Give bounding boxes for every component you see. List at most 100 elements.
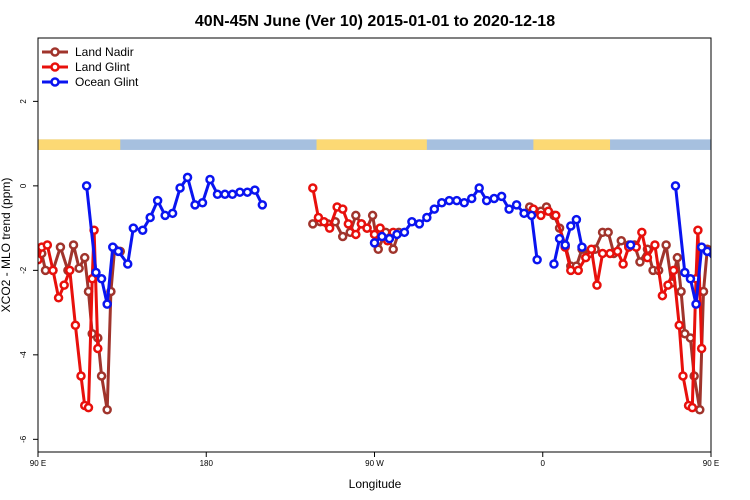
- data-point: [618, 259, 628, 269]
- y-axis-label: XCO2 - MLO trend (ppm): [0, 178, 13, 313]
- x-tick-label: 90 E: [30, 459, 46, 468]
- data-point: [227, 189, 238, 200]
- data-point: [53, 293, 64, 303]
- data-point: [414, 219, 425, 229]
- data-point: [74, 263, 84, 273]
- data-point: [560, 240, 570, 250]
- data-point: [668, 265, 679, 276]
- land-band-segment: [533, 139, 611, 150]
- data-point: [743, 197, 750, 204]
- data-point: [324, 223, 335, 233]
- data-point: [543, 206, 554, 216]
- data-point: [362, 223, 372, 233]
- data-point: [532, 255, 542, 265]
- x-tick-label: 90 W: [365, 459, 384, 468]
- data-point: [536, 210, 546, 221]
- land-band-segment: [316, 139, 427, 150]
- data-point: [719, 225, 726, 232]
- land-band-segment: [38, 139, 121, 150]
- data-point: [70, 320, 81, 331]
- x-axis: 90 E 180 90 W 0 90 E: [30, 452, 719, 468]
- data-point: [496, 191, 507, 202]
- data-point: [175, 183, 185, 193]
- data-point: [650, 240, 660, 250]
- data-point: [678, 371, 688, 381]
- data-point: [337, 204, 348, 214]
- data-point: [212, 189, 223, 200]
- data-point: [55, 242, 66, 252]
- data-point: [674, 320, 684, 331]
- data-point: [59, 280, 69, 290]
- data-point: [182, 172, 193, 183]
- data-point: [76, 371, 86, 381]
- legend-label: Land Glint: [75, 60, 130, 74]
- data-point: [235, 187, 245, 197]
- data-point: [422, 212, 432, 223]
- data-point: [696, 343, 707, 354]
- data-point: [713, 261, 720, 268]
- data-point: [319, 217, 329, 227]
- data-point: [444, 195, 455, 206]
- data-point: [437, 198, 447, 208]
- data-point: [661, 240, 671, 250]
- data-point: [687, 402, 698, 413]
- legend-label: Land Nadir: [75, 45, 134, 59]
- land-band-segment: [711, 139, 750, 150]
- data-point: [736, 214, 743, 221]
- data-point: [308, 183, 318, 193]
- data-point: [459, 198, 469, 208]
- data-point: [603, 227, 613, 238]
- legend-marker: [50, 77, 60, 87]
- data-point: [452, 195, 462, 206]
- data-point: [102, 299, 112, 309]
- data-point: [399, 227, 410, 238]
- data-point: [369, 229, 380, 240]
- data-point: [605, 248, 615, 259]
- data-point: [343, 219, 354, 229]
- data-point: [91, 267, 101, 278]
- x-tick-label: 0: [541, 459, 546, 468]
- data-point: [308, 219, 318, 229]
- data-point: [48, 265, 58, 276]
- data-point: [489, 193, 499, 204]
- data-point: [375, 223, 385, 233]
- data-point: [680, 267, 690, 278]
- legend-label: Ocean Glint: [75, 75, 139, 89]
- data-point: [40, 265, 51, 276]
- x-tick-label: 180: [200, 459, 214, 468]
- data-point: [657, 290, 668, 301]
- data-point: [676, 286, 686, 297]
- data-point: [96, 274, 107, 284]
- data-point: [128, 223, 139, 233]
- data-point: [79, 252, 90, 263]
- data-point: [554, 233, 565, 244]
- data-point: [38, 255, 43, 265]
- data-point: [566, 265, 576, 276]
- y-tick-label: -2: [19, 266, 28, 274]
- series-ocean-glint: [81, 172, 750, 309]
- data-point: [377, 231, 387, 242]
- data-point: [137, 225, 148, 235]
- data-point: [145, 212, 155, 223]
- x-tick-label: 90 E: [703, 459, 719, 468]
- data-point: [407, 217, 417, 227]
- data-point: [580, 252, 591, 263]
- y-tick-label: 0: [19, 183, 28, 188]
- data-point: [573, 265, 584, 276]
- series-line: [674, 185, 711, 306]
- data-point: [519, 208, 529, 219]
- data-point: [351, 210, 361, 221]
- data-point: [642, 252, 653, 263]
- data-point: [81, 181, 92, 191]
- data-point: [242, 187, 253, 197]
- data-point: [577, 242, 587, 252]
- data-point: [597, 248, 608, 259]
- data-point: [691, 299, 701, 309]
- data-point: [160, 210, 170, 221]
- data-point: [551, 210, 561, 221]
- data-point: [526, 210, 537, 221]
- data-point: [83, 402, 94, 413]
